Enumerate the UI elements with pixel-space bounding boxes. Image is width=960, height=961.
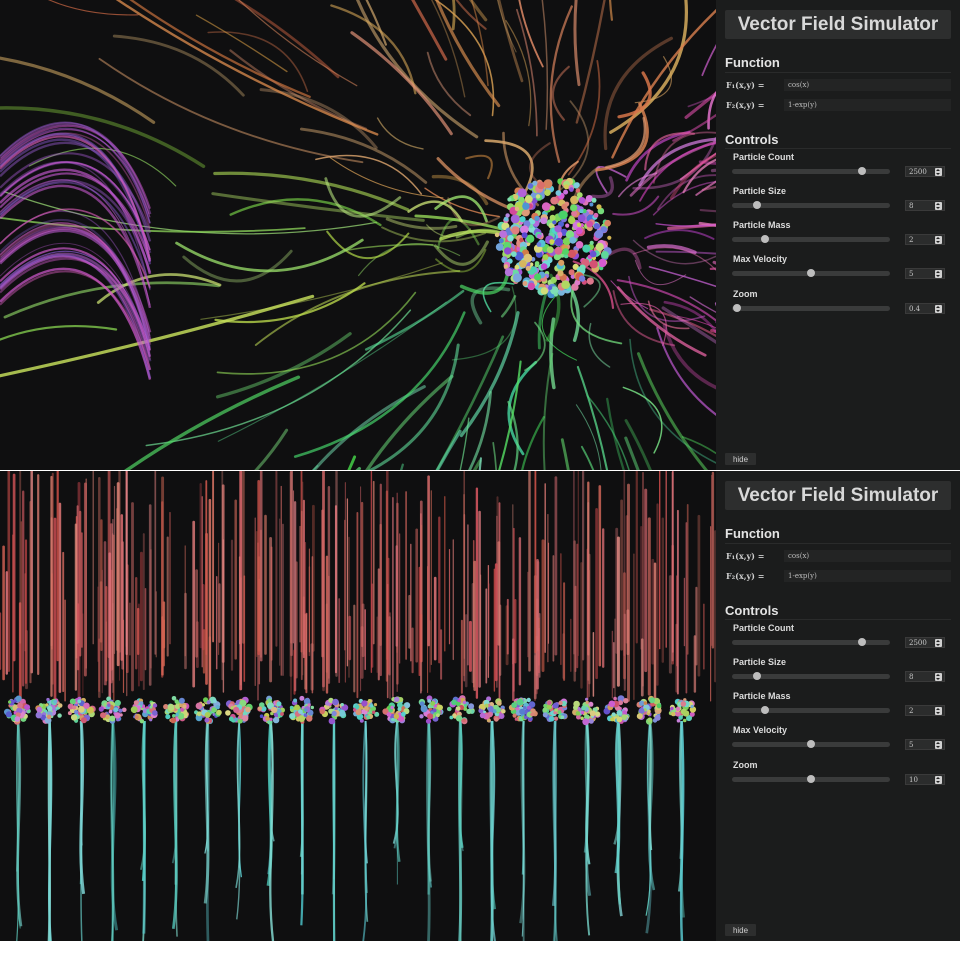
hide-button[interactable]: hide	[725, 453, 756, 465]
particle-size-input[interactable]: 8	[905, 671, 945, 682]
particle-cluster	[494, 177, 612, 299]
max-velocity-slider-thumb[interactable]	[807, 269, 815, 277]
function-divider	[725, 543, 951, 544]
f2-input[interactable]: 1-exp(y)	[784, 99, 951, 111]
particle-size-value: 8	[909, 201, 914, 210]
particle-size-label: Particle Size	[733, 186, 787, 196]
zoom-slider[interactable]	[732, 304, 890, 312]
f1-row: F₁(x,y) = cos(x)	[726, 78, 951, 92]
f1-row: F₁(x,y) = cos(x)	[726, 549, 951, 563]
particle-mass-input[interactable]: 2	[905, 234, 945, 245]
max-velocity-slider-thumb[interactable]	[807, 740, 815, 748]
particle-count-spinner-icon[interactable]	[935, 639, 942, 647]
controls-divider	[725, 619, 951, 620]
particle-count-value: 2500	[909, 167, 927, 176]
max-velocity-label: Max Velocity	[733, 725, 788, 735]
particle-size-slider-thumb[interactable]	[753, 201, 762, 209]
f2-label: F₂(x,y) =	[726, 100, 765, 110]
f1-input[interactable]: cos(x)	[784, 79, 951, 91]
particle-mass-label: Particle Mass	[733, 691, 791, 701]
simulator-window-bottom: Vector Field Simulator Function F₁(x,y) …	[0, 471, 960, 941]
control-sidebar: Vector Field Simulator Function F₁(x,y) …	[716, 0, 960, 470]
max-velocity-label: Max Velocity	[733, 254, 788, 264]
particle-mass-spinner-icon[interactable]	[935, 236, 942, 244]
max-velocity-slider[interactable]	[732, 740, 890, 748]
zoom-value: 0.4	[909, 304, 921, 313]
zoom-value: 10	[909, 775, 918, 784]
zoom-input[interactable]: 10	[905, 774, 945, 785]
app-title: Vector Field Simulator	[737, 13, 939, 35]
zoom-spinner-icon[interactable]	[935, 776, 942, 784]
max-velocity-spinner-icon[interactable]	[935, 270, 942, 278]
particle-count-input[interactable]: 2500	[905, 166, 945, 177]
particle-cluster-row	[3, 695, 697, 726]
zoom-label: Zoom	[733, 289, 758, 299]
zoom-slider[interactable]	[732, 775, 890, 783]
f1-input[interactable]: cos(x)	[784, 550, 951, 562]
zoom-input[interactable]: 0.4	[905, 303, 945, 314]
hide-button[interactable]: hide	[725, 924, 756, 936]
max-velocity-slider[interactable]	[732, 269, 890, 277]
particle-count-slider-thumb[interactable]	[857, 638, 866, 646]
control-sidebar: Vector Field Simulator Function F₁(x,y) …	[716, 471, 960, 941]
app-title-bar: Vector Field Simulator	[725, 10, 951, 39]
particle-mass-input[interactable]: 2	[905, 705, 945, 716]
particle-count-spinner-icon[interactable]	[935, 168, 942, 176]
particle-mass-label: Particle Mass	[733, 220, 791, 230]
particle-size-spinner-icon[interactable]	[935, 202, 942, 210]
particle-mass-spinner-icon[interactable]	[935, 707, 942, 715]
vector-field-canvas[interactable]	[0, 471, 716, 941]
particle-count-slider[interactable]	[732, 167, 890, 175]
simulator-window-top: Vector Field Simulator Function F₁(x,y) …	[0, 0, 960, 470]
particle-size-value: 8	[909, 672, 914, 681]
max-velocity-input[interactable]: 5	[905, 268, 945, 279]
max-velocity-spinner-icon[interactable]	[935, 741, 942, 749]
vector-field-canvas[interactable]	[0, 0, 716, 470]
particle-size-slider[interactable]	[732, 672, 890, 680]
max-velocity-value: 5	[909, 269, 914, 278]
f2-row: F₂(x,y) = 1-exp(y)	[726, 569, 951, 583]
f2-label: F₂(x,y) =	[726, 571, 765, 581]
particle-field-bottom	[0, 471, 716, 941]
f2-row: F₂(x,y) = 1-exp(y)	[726, 98, 951, 112]
streamlines	[0, 0, 716, 470]
controls-divider	[725, 148, 951, 149]
particle-field-top	[0, 0, 716, 470]
max-velocity-input[interactable]: 5	[905, 739, 945, 750]
particle-mass-value: 2	[909, 235, 914, 244]
zoom-slider-thumb[interactable]	[732, 304, 741, 312]
particle-mass-value: 2	[909, 706, 914, 715]
particle-mass-slider-thumb[interactable]	[761, 235, 770, 243]
particle-count-value: 2500	[909, 638, 927, 647]
particle-count-label: Particle Count	[733, 152, 795, 162]
controls-heading: Controls	[725, 132, 779, 147]
particle-mass-slider[interactable]	[732, 706, 890, 714]
particle-size-label: Particle Size	[733, 657, 787, 667]
particle-count-input[interactable]: 2500	[905, 637, 945, 648]
zoom-spinner-icon[interactable]	[935, 305, 942, 313]
particle-mass-slider-thumb[interactable]	[761, 706, 770, 714]
function-divider	[725, 72, 951, 73]
controls-heading: Controls	[725, 603, 779, 618]
particle-count-label: Particle Count	[733, 623, 795, 633]
particle-count-slider-thumb[interactable]	[857, 167, 866, 175]
max-velocity-value: 5	[909, 740, 914, 749]
zoom-slider-thumb[interactable]	[807, 775, 815, 783]
particle-size-input[interactable]: 8	[905, 200, 945, 211]
app-title-bar: Vector Field Simulator	[725, 481, 951, 510]
particle-size-slider[interactable]	[732, 201, 890, 209]
f2-input[interactable]: 1-exp(y)	[784, 570, 951, 582]
app-title: Vector Field Simulator	[737, 484, 939, 506]
f1-label: F₁(x,y) =	[726, 80, 765, 90]
streamlines	[0, 471, 716, 941]
particle-count-slider[interactable]	[732, 638, 890, 646]
particle-size-slider-thumb[interactable]	[753, 672, 762, 680]
zoom-label: Zoom	[733, 760, 758, 770]
particle-size-spinner-icon[interactable]	[935, 673, 942, 681]
particle-mass-slider[interactable]	[732, 235, 890, 243]
function-heading: Function	[725, 526, 780, 541]
function-heading: Function	[725, 55, 780, 70]
f1-label: F₁(x,y) =	[726, 551, 765, 561]
